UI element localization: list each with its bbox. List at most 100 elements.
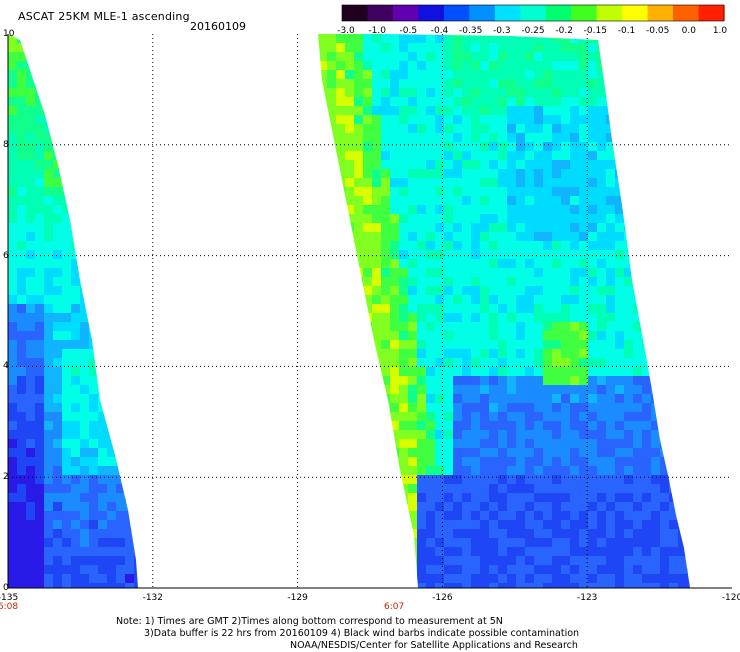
swath-cell	[372, 349, 382, 359]
swath-cell	[615, 286, 625, 296]
swath-cell	[453, 178, 463, 188]
swath-cell	[480, 178, 490, 188]
swath-cell	[480, 385, 490, 395]
swath-cell	[44, 196, 54, 206]
swath-cell	[408, 79, 418, 89]
swath-cell	[44, 106, 54, 116]
swath-cell	[588, 151, 598, 161]
swath-cell	[687, 475, 690, 485]
swath-cell	[543, 43, 553, 53]
swath-cell	[53, 97, 63, 107]
swath-cell	[89, 475, 99, 485]
swath-cell	[606, 277, 616, 287]
swath-cell	[426, 421, 436, 431]
swath-cell	[660, 484, 670, 494]
swath-cell	[98, 322, 108, 332]
swath-cell	[525, 151, 535, 161]
swath-cell	[534, 61, 544, 71]
swath-cell	[26, 421, 36, 431]
swath-cell	[336, 340, 346, 350]
swath-cell	[134, 115, 138, 125]
swath-cell	[354, 547, 364, 557]
swath-cell	[687, 322, 690, 332]
swath-cell	[318, 475, 328, 485]
swath-cell	[89, 61, 99, 71]
swath-cell	[408, 304, 418, 314]
swath-cell	[116, 241, 126, 251]
swath-cell	[53, 277, 63, 287]
swath-cell	[489, 250, 499, 260]
swath-cell	[390, 214, 400, 224]
swath-cell	[336, 124, 346, 134]
swath-cell	[417, 295, 427, 305]
swath-cell	[62, 394, 72, 404]
swath-cell	[381, 358, 391, 368]
swath-cell	[462, 313, 472, 323]
swath-cell	[408, 124, 418, 134]
swath-cell	[26, 529, 36, 539]
swath-cell	[534, 232, 544, 242]
swath-cell	[354, 259, 364, 269]
swath-cell	[570, 277, 580, 287]
swath-cell	[507, 439, 517, 449]
colorbar-segment	[622, 5, 649, 21]
swath-cell	[53, 547, 63, 557]
swath-cell	[354, 349, 364, 359]
swath-cell	[125, 466, 135, 476]
swath-cell	[579, 349, 589, 359]
swath-cell	[561, 52, 571, 62]
swath-cell	[399, 385, 409, 395]
swath-cell	[35, 484, 45, 494]
swath-cell	[471, 142, 481, 152]
swath-cell	[8, 475, 18, 485]
swath-cell	[606, 556, 616, 566]
swath-cell	[489, 511, 499, 521]
swath-cell	[62, 286, 72, 296]
swath-cell	[642, 241, 652, 251]
swath-cell	[71, 385, 81, 395]
swath-cell	[660, 250, 670, 260]
swath-cell	[390, 106, 400, 116]
swath-cell	[678, 43, 688, 53]
swath-cell	[327, 178, 337, 188]
swath-cell	[35, 223, 45, 233]
swath-cell	[615, 511, 625, 521]
swath-cell	[633, 223, 643, 233]
swath-cell	[26, 358, 36, 368]
swath-cell	[417, 214, 427, 224]
swath-cell	[624, 331, 634, 341]
swath-cell	[71, 268, 81, 278]
swath-cell	[26, 466, 36, 476]
swath-cell	[345, 160, 355, 170]
swath-cell	[660, 421, 670, 431]
swath-cell	[390, 457, 400, 467]
swath-cell	[660, 475, 670, 485]
swath-cell	[516, 547, 526, 557]
swath-cell	[408, 232, 418, 242]
swath-cell	[498, 79, 508, 89]
swath-cell	[336, 223, 346, 233]
swath-cell	[462, 52, 472, 62]
swath-cell	[381, 241, 391, 251]
swath-cell	[336, 385, 346, 395]
swath-cell	[489, 313, 499, 323]
swath-cell	[597, 493, 607, 503]
swath-cell	[44, 448, 54, 458]
swath-cell	[417, 547, 427, 557]
swath-cell	[125, 322, 135, 332]
swath-cell	[444, 439, 454, 449]
swath-cell	[471, 493, 481, 503]
swath-cell	[525, 187, 535, 197]
swath-cell	[606, 421, 616, 431]
swath-cell	[642, 340, 652, 350]
swath-cell	[480, 439, 490, 449]
swath-cell	[507, 178, 517, 188]
swath-cell	[588, 286, 598, 296]
colorbar-tick-label: -0.3	[493, 26, 511, 36]
swath-cell	[525, 484, 535, 494]
swath-cell	[336, 322, 346, 332]
swath-cell	[525, 61, 535, 71]
swath-cell	[71, 412, 81, 422]
swath-cell	[417, 277, 427, 287]
swath-cell	[116, 466, 126, 476]
